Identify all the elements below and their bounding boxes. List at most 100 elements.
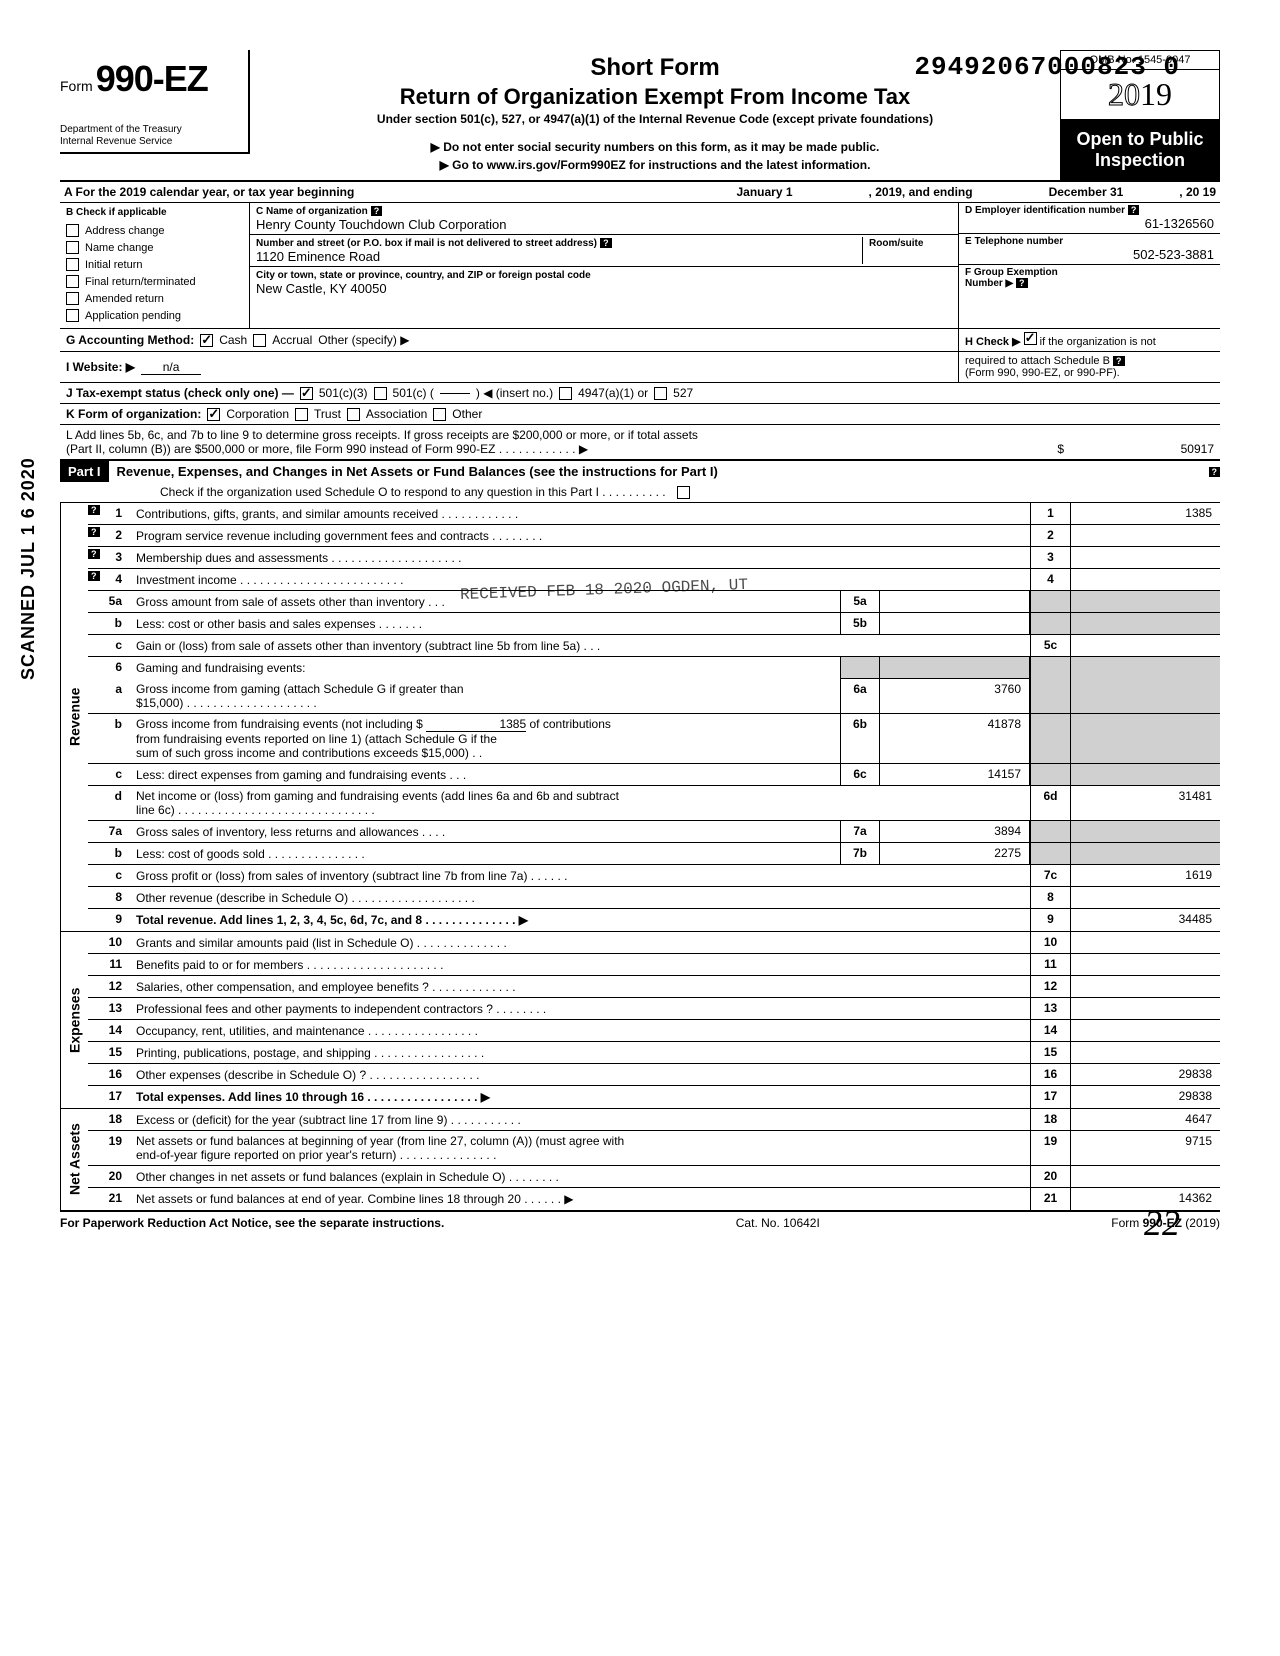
- line-3-desc: Membership dues and assessments . . . . …: [132, 547, 1030, 568]
- check-amended-return[interactable]: Amended return: [66, 290, 243, 307]
- document-id-stamp: 29492067000823 0: [914, 52, 1180, 82]
- line-4-desc: Investment income . . . . . . . . . . . …: [132, 569, 1030, 590]
- check-527[interactable]: [654, 387, 667, 400]
- check-cash[interactable]: [200, 334, 213, 347]
- line-7c-desc: Gross profit or (loss) from sales of inv…: [132, 865, 1030, 886]
- year-end: December 31: [1049, 185, 1124, 199]
- line-1-value: 1385: [1070, 503, 1220, 524]
- h-check-label: H Check ▶: [965, 336, 1021, 348]
- group-exemption-number-label: Number ▶: [965, 278, 1013, 289]
- org-name-row: C Name of organization ? Henry County To…: [250, 203, 958, 235]
- help-icon[interactable]: ?: [1128, 205, 1140, 215]
- dept-irs: Internal Revenue Service: [60, 136, 238, 148]
- line-7a-value: 3894: [880, 821, 1030, 842]
- line-1-desc: Contributions, gifts, grants, and simila…: [132, 503, 1030, 524]
- part-1-subtitle: Check if the organization used Schedule …: [60, 482, 1220, 502]
- main-title: Return of Organization Exempt From Incom…: [262, 84, 1048, 110]
- check-corporation[interactable]: [207, 408, 220, 421]
- line-2-desc: Program service revenue including govern…: [132, 525, 1030, 546]
- line-6c-value: 14157: [880, 764, 1030, 785]
- check-address-change[interactable]: Address change: [66, 222, 243, 239]
- open-to-public: Open to Public Inspection: [1060, 120, 1220, 180]
- help-icon[interactable]: ?: [1209, 467, 1221, 477]
- check-accrual[interactable]: [253, 334, 266, 347]
- org-name-label: C Name of organization: [256, 206, 368, 217]
- dept-treasury: Department of the Treasury: [60, 124, 238, 136]
- section-l-text2: (Part II, column (B)) are $500,000 or mo…: [66, 442, 588, 456]
- section-b: B Check if applicable Address change Nam…: [60, 203, 250, 328]
- instructions-link: ▶ Go to www.irs.gov/Form990EZ for instru…: [262, 158, 1048, 172]
- line-16-value: 29838: [1070, 1064, 1220, 1085]
- city-row: City or town, state or province, country…: [250, 267, 958, 298]
- line-19-desc: Net assets or fund balances at beginning…: [132, 1131, 1030, 1165]
- line-21-desc: Net assets or fund balances at end of ye…: [132, 1188, 1030, 1210]
- group-exemption-box: F Group Exemption Number ▶ ?: [959, 265, 1220, 295]
- check-schedule-o[interactable]: [677, 486, 690, 499]
- check-name-change[interactable]: Name change: [66, 239, 243, 256]
- form-prefix: Form: [60, 78, 93, 94]
- check-501c[interactable]: [374, 387, 387, 400]
- section-bcde-grid: B Check if applicable Address change Nam…: [60, 203, 1220, 329]
- section-h: H Check ▶ if the organization is not: [958, 329, 1220, 351]
- check-application-pending[interactable]: Application pending: [66, 307, 243, 324]
- website-label: I Website: ▶: [66, 360, 135, 374]
- section-h-cont: required to attach Schedule B ? (Form 99…: [958, 352, 1220, 382]
- section-k: K Form of organization: Corporation Trus…: [60, 404, 1220, 425]
- check-trust[interactable]: [295, 408, 308, 421]
- line-6d-value: 31481: [1070, 786, 1220, 820]
- line-6d-desc: Net income or (loss) from gaming and fun…: [132, 786, 1030, 820]
- street-row: Number and street (or P.O. box if mail i…: [250, 235, 958, 267]
- help-icon[interactable]: ?: [600, 238, 612, 248]
- line-6a-desc: Gross income from gaming (attach Schedul…: [132, 679, 840, 713]
- section-a-prefix: A For the 2019 calendar year, or tax yea…: [64, 185, 354, 199]
- line-9-value: 34485: [1070, 909, 1220, 931]
- section-de: D Employer identification number ? 61-13…: [958, 203, 1220, 328]
- room-label: Room/suite: [869, 238, 923, 249]
- line-6b-desc: Gross income from fundraising events (no…: [132, 714, 840, 763]
- ein-box: D Employer identification number ? 61-13…: [959, 203, 1220, 234]
- revenue-side-label: Revenue: [60, 503, 88, 931]
- line-6-desc: Gaming and fundraising events:: [132, 657, 840, 679]
- form-label-box: Form 990-EZ Department of the Treasury I…: [60, 50, 250, 154]
- line-16-desc: Other expenses (describe in Schedule O) …: [132, 1064, 1030, 1085]
- check-association[interactable]: [347, 408, 360, 421]
- line-17-value: 29838: [1070, 1086, 1220, 1108]
- other-specify-label: Other (specify) ▶: [318, 333, 409, 347]
- city-label: City or town, state or province, country…: [256, 270, 591, 281]
- catalog-number: Cat. No. 10642I: [736, 1216, 820, 1230]
- section-l-text1: L Add lines 5b, 6c, and 7b to line 9 to …: [66, 428, 1214, 442]
- check-other-org[interactable]: [433, 408, 446, 421]
- line-11-desc: Benefits paid to or for members . . . . …: [132, 954, 1030, 975]
- line-20-desc: Other changes in net assets or fund bala…: [132, 1166, 1030, 1187]
- gross-receipts-value: 50917: [1064, 442, 1214, 456]
- street-label: Number and street (or P.O. box if mail i…: [256, 238, 597, 249]
- line-7b-desc: Less: cost of goods sold . . . . . . . .…: [132, 843, 840, 864]
- help-icon[interactable]: ?: [1113, 356, 1125, 366]
- dollar-sign: $: [1057, 442, 1064, 456]
- line-4-value: [1070, 569, 1220, 590]
- line-5b-desc: Less: cost or other basis and sales expe…: [132, 613, 840, 634]
- help-icon[interactable]: ?: [371, 206, 383, 216]
- ein-value: 61-1326560: [965, 216, 1214, 231]
- section-j: J Tax-exempt status (check only one) — 5…: [60, 383, 1220, 404]
- section-gh: G Accounting Method: Cash Accrual Other …: [60, 329, 1220, 352]
- check-initial-return[interactable]: Initial return: [66, 256, 243, 273]
- tax-exempt-label: J Tax-exempt status (check only one) —: [66, 386, 294, 400]
- part-1-label: Part I: [60, 461, 109, 482]
- line-15-desc: Printing, publications, postage, and shi…: [132, 1042, 1030, 1063]
- check-501c3[interactable]: [300, 387, 313, 400]
- form-number: 990-EZ: [96, 58, 208, 99]
- section-b-label: B Check if applicable: [66, 207, 243, 218]
- check-4947[interactable]: [559, 387, 572, 400]
- line-6a-value: 3760: [880, 679, 1030, 713]
- check-schedule-b[interactable]: [1024, 332, 1037, 345]
- line-17-desc: Total expenses. Add lines 10 through 16 …: [132, 1086, 1030, 1108]
- line-10-desc: Grants and similar amounts paid (list in…: [132, 932, 1030, 953]
- paperwork-notice: For Paperwork Reduction Act Notice, see …: [60, 1216, 444, 1230]
- line-13-desc: Professional fees and other payments to …: [132, 998, 1030, 1019]
- section-i-row: I Website: ▶ n/a required to attach Sche…: [60, 352, 1220, 383]
- help-icon[interactable]: ?: [1016, 278, 1028, 288]
- line-5a-desc: Gross amount from sale of assets other t…: [132, 591, 840, 612]
- check-final-return[interactable]: Final return/terminated: [66, 273, 243, 290]
- accounting-method-label: G Accounting Method:: [66, 333, 194, 347]
